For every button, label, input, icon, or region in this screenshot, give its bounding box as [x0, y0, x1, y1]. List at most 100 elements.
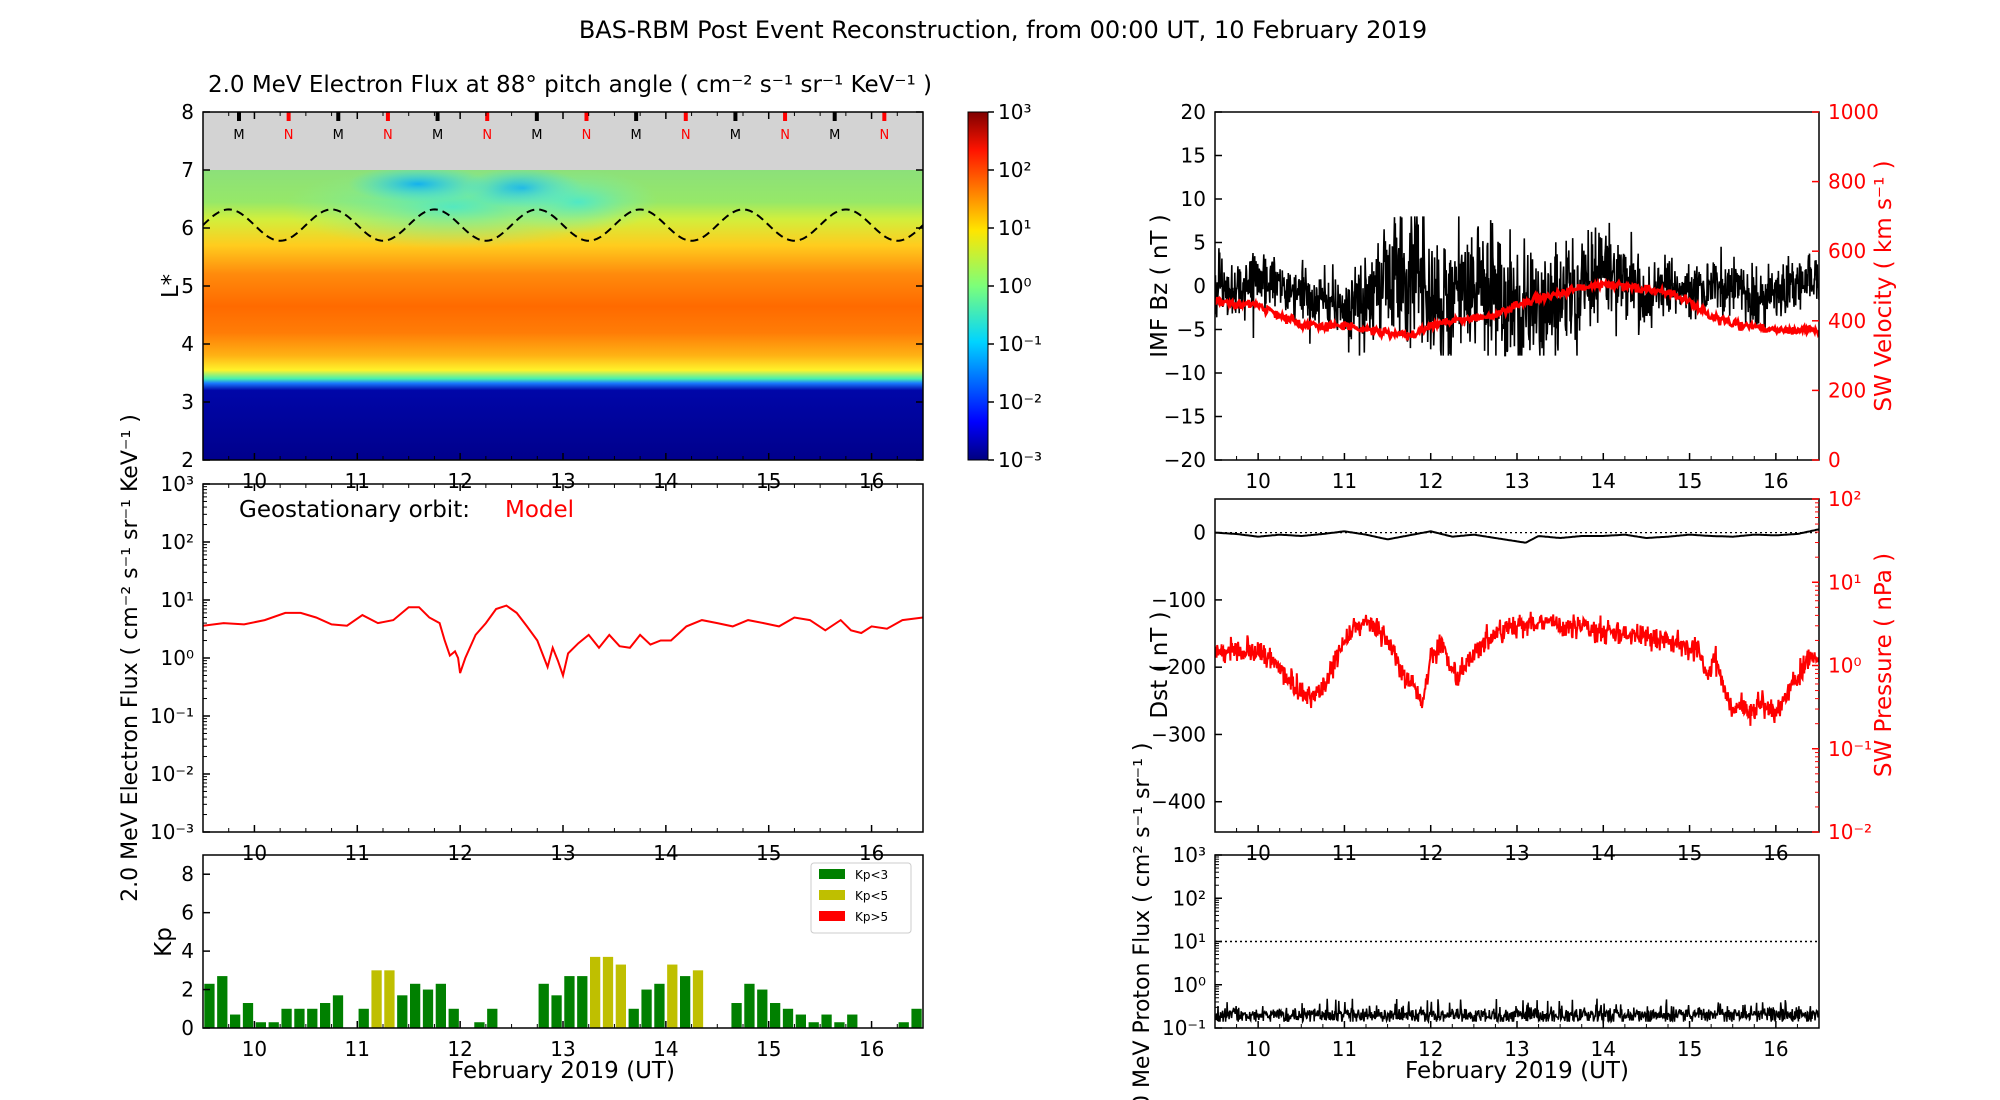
y-tick-label: −400 [1151, 790, 1206, 814]
kp-bar [230, 1014, 241, 1028]
y-tick-label: 10² [161, 530, 194, 554]
kp-x-label: February 2019 (UT) [451, 1058, 675, 1084]
kp-bar [281, 1008, 292, 1028]
kp-bar [242, 1003, 254, 1028]
kp-bar [602, 956, 614, 1028]
y-tick-label: 4 [181, 332, 194, 356]
x-tick-label: 10 [242, 841, 267, 865]
dst-y-label: Dst ( nT ) [1147, 611, 1173, 718]
y-tick-label: 8 [181, 862, 194, 886]
kp-bar [448, 1008, 459, 1028]
kp-bar [538, 983, 549, 1028]
kp-bar [744, 983, 755, 1028]
kp-bar [204, 983, 215, 1028]
mn-marker-label: M [829, 128, 840, 143]
kp-bar [577, 976, 588, 1028]
x-tick-label: 16 [859, 841, 884, 865]
mn-marker-label: M [432, 128, 443, 143]
kp-bar [294, 1008, 305, 1028]
kp-bar [847, 1014, 858, 1028]
kp-bar [834, 1022, 845, 1028]
kp-bar [320, 1003, 331, 1028]
kp-bar [384, 970, 395, 1028]
mn-marker-label: M [333, 128, 344, 143]
colorbar-ticks: 10⁻³ 10⁻² 10⁻¹ 10⁰ 10¹ 10² 10³ [988, 100, 1042, 472]
kp-bar [641, 989, 652, 1028]
geo-flux-x-ticks: 10 11 12 13 14 15 16 [202, 484, 924, 865]
y-tick-label: 10³ [161, 472, 194, 496]
kp-bar [654, 983, 665, 1028]
y-tick-label: 200 [1828, 378, 1866, 402]
mn-marker-tick [832, 112, 837, 121]
kp-bar [307, 1008, 318, 1028]
colorbar-tick-label: 10² [998, 158, 1031, 182]
heatmap-depletion [498, 170, 658, 234]
kp-bar [808, 1022, 819, 1028]
mn-marker-tick [534, 112, 539, 121]
x-tick-label: 16 [1763, 469, 1788, 493]
x-tick-label: 13 [1504, 841, 1529, 865]
dst-pressure-panel: 10 11 12 13 14 15 16 0−100−200−300−400 10²10¹1… [1147, 487, 1897, 865]
kp-panel: Kp<3 Kp<5 Kp>5 10 11 12 13 14 15 16 0 2 4 6 8 Kp F… [151, 854, 973, 1084]
page-title: BAS-RBM Post Event Reconstruction, from … [579, 16, 1427, 44]
proton-y-label: >10 MeV Proton Flux ( cm² s⁻¹ sr⁻¹ ) [1130, 743, 1155, 1100]
x-tick-label: 15 [1677, 841, 1702, 865]
mn-marker-tick [634, 112, 639, 121]
kp-bar [911, 1008, 922, 1028]
series-imf-bz-line [1215, 216, 1819, 357]
kp-bar [371, 970, 382, 1028]
imf-sw-y-ticks-right: 1000 800 600 400 200 0 [1812, 100, 1879, 472]
proton-x-ticks: 10 11 12 13 14 15 16 [1214, 1021, 1820, 1061]
y-tick-label: 3 [181, 390, 194, 414]
kp-bar [963, 1009, 973, 1028]
imf-sw-x-ticks: 10 11 12 13 14 15 16 [1214, 453, 1820, 493]
kp-legend-swatch-mid [819, 890, 845, 900]
y-tick-label: 0 [1193, 521, 1206, 545]
mn-marker-tick [237, 112, 241, 121]
y-tick-label: −10 [1164, 361, 1206, 385]
kp-bar [551, 995, 562, 1028]
kp-bar [564, 976, 575, 1028]
x-tick-label: 11 [1332, 469, 1357, 493]
y-tick-label: 10¹ [161, 588, 194, 612]
kp-bar [795, 1014, 806, 1028]
y-tick-label: 6 [181, 216, 194, 240]
mn-marker-tick [286, 112, 291, 121]
kp-bar [757, 989, 768, 1028]
kp-bar [898, 1022, 909, 1028]
x-tick-label: 16 [1763, 841, 1788, 865]
y-tick-label: 2 [181, 448, 194, 472]
x-tick-label: 10 [242, 1037, 267, 1061]
y-tick-label: 0 [1193, 274, 1206, 298]
y-tick-label: 10² [1828, 487, 1861, 511]
mn-marker-label: N [284, 128, 294, 143]
kp-bar [782, 1008, 794, 1028]
dst-x-ticks: 10 11 12 13 14 15 16 [1214, 825, 1820, 865]
x-tick-label: 14 [1591, 841, 1616, 865]
y-tick-label: 5 [1193, 231, 1206, 255]
mn-marker-label: N [879, 128, 889, 143]
mn-marker-label: M [531, 128, 542, 143]
kp-bar [397, 995, 408, 1028]
colorbar-ramp [967, 111, 989, 461]
kp-bar [692, 970, 704, 1028]
kp-y-ticks: 0 2 4 6 8 [181, 862, 210, 1040]
x-tick-label: 11 [345, 841, 370, 865]
heatmap-na-band [203, 112, 923, 170]
colorbar-tick-label: 10³ [998, 100, 1031, 124]
y-tick-label: −300 [1151, 722, 1206, 746]
colorbar-tick-label: 10⁻² [998, 390, 1042, 414]
kp-bar [667, 964, 678, 1028]
x-tick-label: 10 [1245, 469, 1270, 493]
y-tick-label: 10⁻³ [150, 820, 194, 844]
x-tick-label: 12 [1418, 841, 1443, 865]
kp-bar [731, 1003, 742, 1028]
geo-flux-panel: Geostationary orbit: Model 10 11 12 13 14 15 1… [118, 414, 924, 902]
x-tick-label: 15 [1677, 469, 1702, 493]
kp-bar [217, 976, 228, 1028]
kp-legend-swatch-high [819, 911, 845, 921]
heatmap-depletion [348, 166, 488, 202]
mn-marker-tick [683, 112, 688, 121]
geo-flux-y-ticks: 10⁻³ 10⁻² 10⁻¹ 10⁰ 10¹ 10² 10³ [150, 472, 210, 844]
